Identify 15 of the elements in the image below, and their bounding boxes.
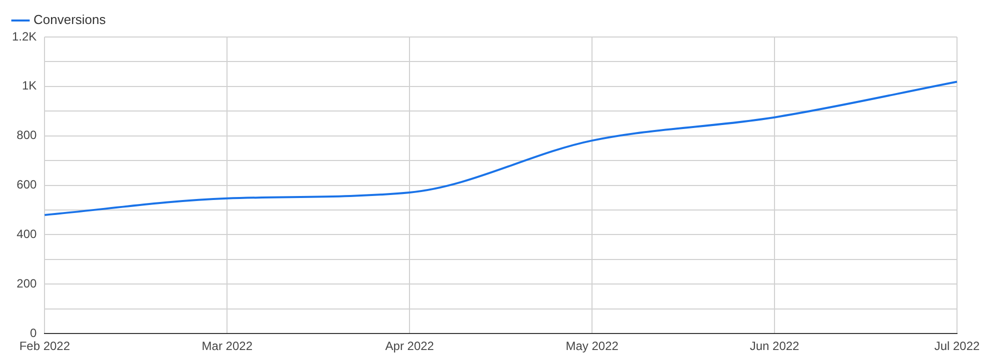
x-tick-label: Apr 2022 — [385, 339, 434, 354]
x-tick-label: Jun 2022 — [750, 339, 800, 354]
y-tick-label: 200 — [16, 276, 37, 290]
y-tick-label: 1K — [22, 78, 37, 93]
y-tick-label: 0 — [30, 326, 37, 340]
y-tick-label: 800 — [16, 128, 37, 142]
y-tick-label: 1.2K — [12, 29, 37, 44]
legend-label: Conversions — [34, 12, 106, 28]
y-tick-label: 600 — [16, 178, 37, 192]
x-tick-label: Jul 2022 — [934, 339, 980, 354]
line-series — [44, 80, 958, 216]
y-tick-label: 400 — [16, 227, 37, 242]
x-tick-label: May 2022 — [566, 339, 619, 354]
x-tick-label: Feb 2022 — [19, 339, 70, 354]
x-tick-label: Mar 2022 — [202, 339, 253, 354]
